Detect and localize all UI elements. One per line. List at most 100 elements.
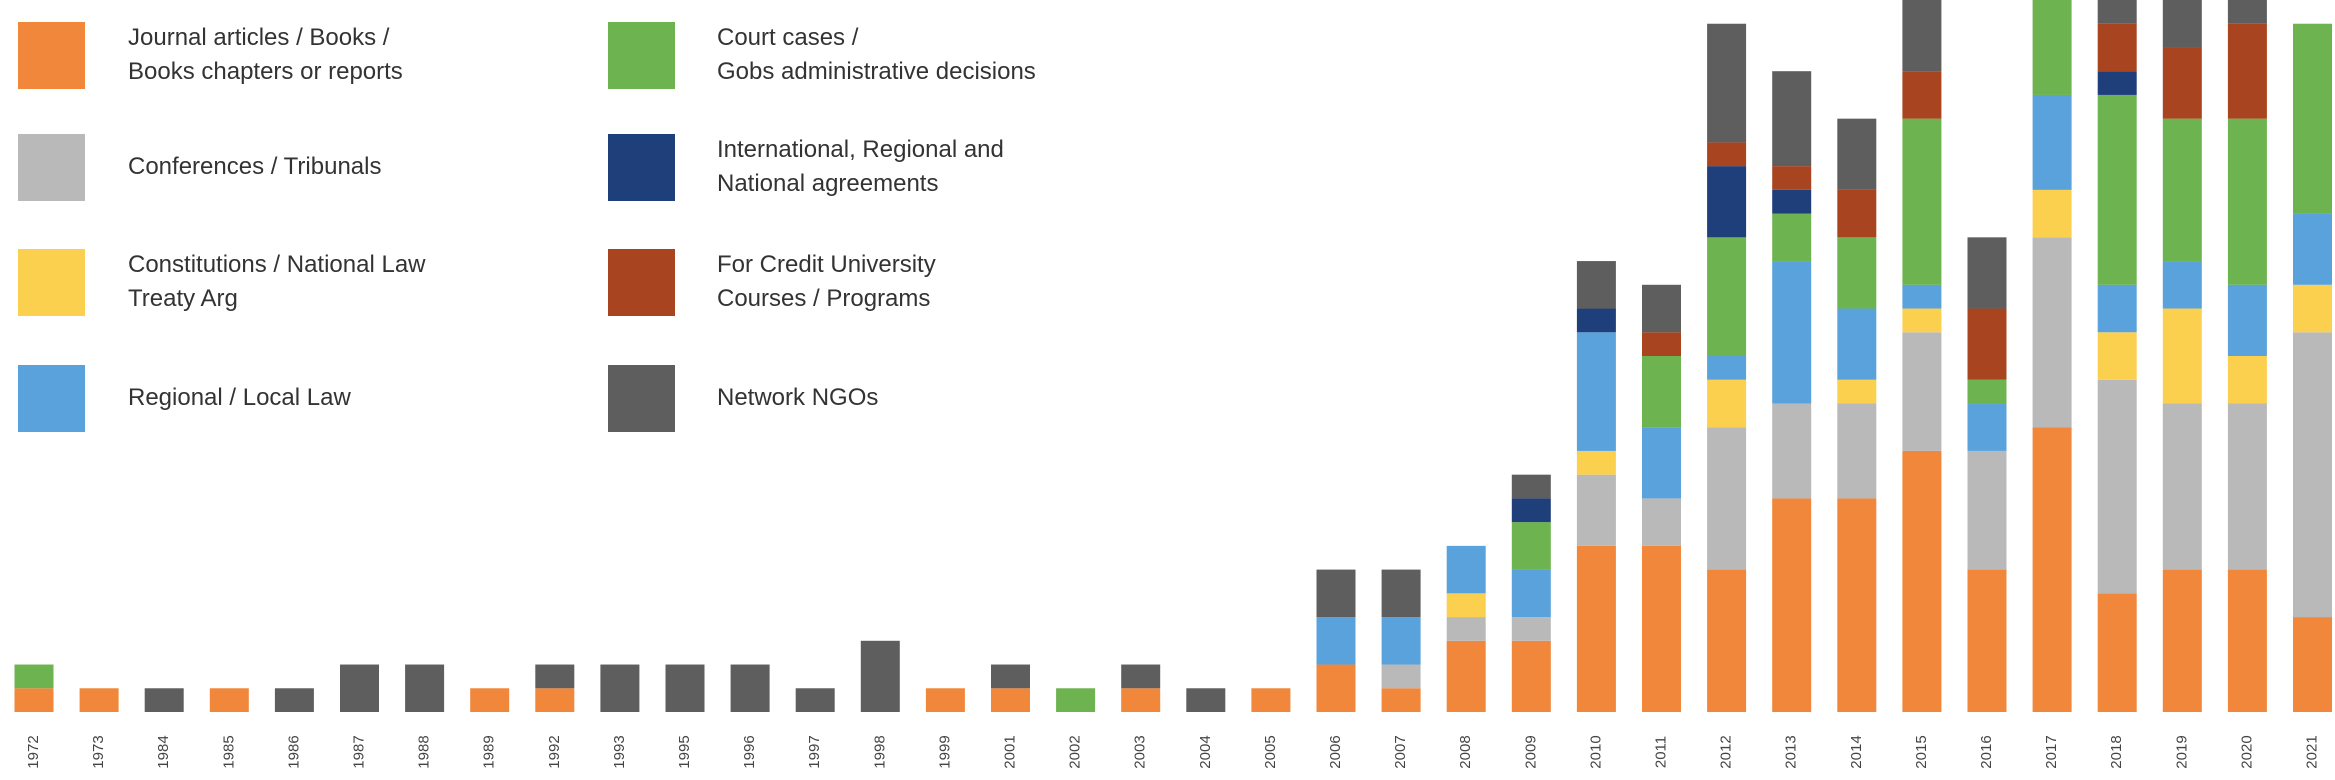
bar-segment bbox=[1186, 688, 1226, 712]
legend-swatch bbox=[608, 249, 675, 316]
bar-segment bbox=[1837, 189, 1877, 238]
bar-segment bbox=[1772, 498, 1812, 712]
bar-segment bbox=[2032, 237, 2072, 428]
bar-segment bbox=[1576, 450, 1616, 475]
bar-segment bbox=[1642, 498, 1681, 546]
bar-segment bbox=[1772, 403, 1812, 499]
x-tick-label: 2016 bbox=[1978, 735, 1995, 768]
bar-segment bbox=[1576, 261, 1616, 309]
x-tick-label: 1998 bbox=[871, 735, 888, 768]
bar-segment bbox=[2097, 284, 2137, 333]
bar-segment bbox=[1576, 308, 1616, 333]
legend-swatch bbox=[608, 22, 675, 89]
bar-segment bbox=[2097, 23, 2137, 72]
bar-segment bbox=[1902, 308, 1942, 333]
x-tick-label: 2015 bbox=[1913, 735, 1930, 768]
bar-segment bbox=[470, 688, 510, 712]
bar-segment bbox=[1121, 664, 1161, 689]
x-tick-label: 2002 bbox=[1067, 735, 1084, 768]
legend-swatch bbox=[18, 22, 85, 89]
bar-segment bbox=[1902, 0, 1942, 72]
x-tick-label: 2012 bbox=[1718, 735, 1735, 768]
legend-label: Constitutions / National Law Treaty Arg bbox=[128, 251, 426, 312]
x-tick-label: 1999 bbox=[936, 735, 953, 768]
bar-segment bbox=[2162, 118, 2202, 262]
x-tick-label: 1984 bbox=[155, 735, 172, 768]
x-tick-label: 1992 bbox=[546, 735, 563, 768]
bar-segment bbox=[860, 640, 900, 712]
bar-segment bbox=[2227, 118, 2267, 285]
bar-segment bbox=[79, 688, 119, 712]
bar-segment bbox=[1381, 664, 1421, 689]
legend-swatch bbox=[18, 134, 85, 201]
bar-segment bbox=[274, 688, 314, 712]
bar-segment bbox=[2227, 23, 2267, 119]
bar-segment bbox=[1967, 450, 2007, 570]
x-tick-label: 2001 bbox=[1001, 735, 1018, 768]
bar-segment bbox=[1316, 664, 1356, 712]
bar-segment bbox=[1772, 213, 1812, 262]
bar-segment bbox=[340, 664, 379, 712]
x-tick-label: 1988 bbox=[416, 735, 433, 768]
bar-segment bbox=[1642, 356, 1681, 428]
bar-segment bbox=[2162, 261, 2202, 309]
bar-segment bbox=[2097, 332, 2137, 380]
bar-segment bbox=[1576, 474, 1616, 546]
bar-segment bbox=[925, 688, 965, 712]
x-tick-label: 2005 bbox=[1262, 735, 1279, 768]
x-tick-label: 2019 bbox=[2173, 735, 2190, 768]
bar-segment bbox=[1967, 308, 2007, 380]
bar-segment bbox=[1837, 403, 1877, 499]
bar-segment bbox=[1446, 617, 1486, 641]
bar-segment bbox=[1707, 166, 1747, 238]
bar-segment bbox=[405, 664, 445, 712]
bar-segment bbox=[1902, 284, 1942, 309]
bar-segment bbox=[991, 688, 1030, 712]
bar-segment bbox=[2293, 332, 2332, 618]
bar-segment bbox=[1251, 688, 1291, 712]
bar-segment bbox=[1772, 189, 1812, 214]
bar-segment bbox=[2227, 403, 2267, 570]
bar-segment bbox=[1902, 71, 1942, 119]
x-tick-label: 2021 bbox=[2303, 735, 2320, 768]
bar-segment bbox=[1316, 617, 1356, 665]
bar-segment bbox=[1837, 118, 1877, 190]
legend-label: For Credit University Courses / Programs bbox=[717, 251, 936, 312]
bar-segment bbox=[795, 688, 835, 712]
bar-segment bbox=[1576, 545, 1616, 712]
bar-segment bbox=[2293, 213, 2332, 285]
bar-segment bbox=[1967, 403, 2007, 451]
legend-label: Conferences / Tribunals bbox=[128, 153, 382, 180]
bar-segment bbox=[144, 688, 184, 712]
x-tick-label: 1995 bbox=[676, 735, 693, 768]
bar-segment bbox=[2293, 617, 2332, 712]
x-tick-label: 1996 bbox=[741, 735, 758, 768]
bar-segment bbox=[730, 664, 770, 712]
legend-swatch bbox=[608, 134, 675, 201]
x-tick-label: 1973 bbox=[90, 735, 107, 768]
bar-segment bbox=[1642, 284, 1681, 333]
bar-segment bbox=[2032, 94, 2072, 190]
legend-swatch bbox=[18, 249, 85, 316]
legend-label: Court cases / Gobs administrative decisi… bbox=[717, 24, 1036, 85]
bar-segment bbox=[1772, 71, 1812, 167]
bar-segment bbox=[1056, 688, 1096, 712]
legend-swatch bbox=[608, 365, 675, 432]
x-tick-label: 2017 bbox=[2043, 735, 2060, 768]
bar-segment bbox=[1902, 450, 1942, 712]
bar-segment bbox=[1576, 332, 1616, 451]
bar-segment bbox=[2227, 0, 2267, 24]
bar-segment bbox=[1707, 356, 1747, 380]
bar-segment bbox=[600, 664, 640, 712]
bar-segment bbox=[14, 688, 54, 712]
bar-segment bbox=[1381, 617, 1421, 665]
bar-segment bbox=[1772, 166, 1812, 190]
bar-segment bbox=[1967, 237, 2007, 309]
bar-segment bbox=[1511, 498, 1551, 523]
bar-segment bbox=[1707, 427, 1747, 570]
bar-segment bbox=[2032, 427, 2072, 712]
bar-segment bbox=[1381, 569, 1421, 618]
x-tick-label: 2009 bbox=[1522, 735, 1539, 768]
